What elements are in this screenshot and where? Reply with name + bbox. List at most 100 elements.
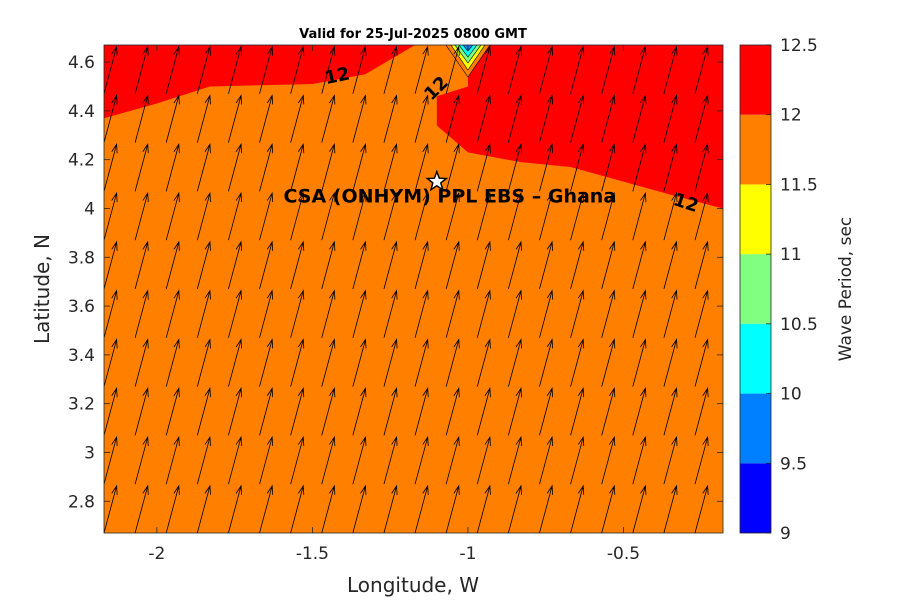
wave-arrow <box>601 435 616 485</box>
wave-arrow <box>507 338 522 387</box>
wave-arrow <box>196 338 211 387</box>
region-north-west <box>104 45 416 119</box>
wave-arrow <box>134 387 149 436</box>
wave-arrow <box>445 289 460 338</box>
colorbar-band <box>740 114 771 185</box>
wave-arrow <box>228 289 242 338</box>
wave-arrow <box>165 387 180 436</box>
wave-arrow <box>290 45 305 94</box>
wave-arrow <box>104 45 105 46</box>
wave-arrow <box>663 484 678 533</box>
colorbar-band <box>740 184 771 255</box>
wave-arrow <box>228 387 242 436</box>
x-axis-ticks: -2 -1.5 -1 -0.5 <box>148 45 640 564</box>
wave-arrow <box>290 94 305 143</box>
wave-arrow <box>539 289 554 338</box>
wave-arrow <box>539 143 554 192</box>
wave-arrow <box>259 45 260 46</box>
site-star-marker <box>425 169 449 192</box>
wave-arrow <box>445 338 460 387</box>
wave-arrow <box>290 387 305 436</box>
wave-arrow <box>290 338 305 387</box>
wave-arrow <box>445 387 460 436</box>
wave-arrow <box>196 387 211 436</box>
wave-arrow <box>290 435 305 485</box>
wave-arrow <box>259 240 274 290</box>
wave-arrow <box>694 94 709 143</box>
wave-arrow <box>507 45 522 94</box>
wave-arrow <box>539 338 554 387</box>
wave-arrow <box>694 240 709 290</box>
wave-direction-arrows <box>104 45 709 533</box>
wave-arrow <box>663 240 678 290</box>
wave-arrow <box>321 191 336 241</box>
wave-arrow <box>694 143 709 192</box>
wave-arrow <box>383 45 398 94</box>
wave-arrow <box>476 240 491 290</box>
wave-arrow <box>259 484 274 533</box>
wave-arrow <box>352 289 367 338</box>
wave-arrow <box>383 289 398 338</box>
wave-arrow <box>663 289 678 338</box>
wave-arrow <box>694 45 709 94</box>
wave-arrow <box>445 191 460 241</box>
wave-arrow <box>134 240 149 290</box>
colorbar-band <box>740 254 771 324</box>
wave-arrow <box>290 240 305 290</box>
wave-arrow <box>228 240 242 290</box>
wave-arrow <box>321 94 336 143</box>
wave-arrow <box>632 45 647 94</box>
wave-arrow <box>259 94 274 143</box>
wave-arrow <box>290 289 305 338</box>
wave-arrow <box>104 45 118 94</box>
wave-arrow <box>352 94 367 143</box>
wave-arrow <box>539 240 554 290</box>
wave-arrow <box>632 45 634 46</box>
wave-arrow <box>165 338 180 387</box>
wave-arrow <box>383 484 398 533</box>
wave-arrow <box>134 435 149 485</box>
colorbar-tick-label: 10 <box>780 385 802 405</box>
y-axis-ticks: 2.8 3 3.2 3.4 3.6 3.8 4 4.2 4.4 4.6 <box>68 53 723 512</box>
wave-arrow <box>570 143 585 192</box>
wave-arrow <box>570 484 585 533</box>
y-tick-label: 4 <box>84 199 95 219</box>
plot-frame <box>103 44 724 534</box>
colorbar-tick-label: 10.5 <box>780 315 818 335</box>
colorbar-band <box>740 393 771 464</box>
wave-arrow <box>663 435 678 485</box>
wave-arrow <box>694 289 709 338</box>
wave-arrow <box>663 338 678 387</box>
wave-arrow <box>228 338 242 387</box>
wave-arrow <box>694 435 709 485</box>
wave-arrow <box>290 143 305 192</box>
wave-arrow <box>228 45 229 46</box>
wave-arrow <box>165 484 180 533</box>
wave-arrow <box>476 191 491 241</box>
wave-arrow <box>321 289 336 338</box>
wave-arrow <box>259 435 274 485</box>
wave-arrow <box>570 289 585 338</box>
wave-arrow <box>632 338 647 387</box>
colorbar-tick-label: 12 <box>780 106 802 126</box>
wave-arrow <box>570 435 585 485</box>
wave-arrow <box>507 435 522 485</box>
wave-arrow <box>165 94 180 143</box>
y-tick-label: 2.8 <box>68 492 95 512</box>
wave-arrow <box>321 387 336 436</box>
colorbar-tick-label: 11.5 <box>780 175 818 195</box>
wave-arrow <box>165 240 180 290</box>
wave-arrow <box>694 387 709 436</box>
wave-arrow <box>104 240 118 290</box>
wave-arrow <box>476 435 491 485</box>
colorbar-band <box>740 45 771 115</box>
wave-arrow <box>694 338 709 387</box>
wave-arrow <box>259 143 274 192</box>
wave-arrow <box>601 289 616 338</box>
wave-arrow <box>259 45 274 94</box>
x-tick-label: -1 <box>459 544 476 564</box>
wave-arrow <box>694 484 709 533</box>
wave-arrow <box>476 289 491 338</box>
wave-arrow <box>414 45 429 94</box>
